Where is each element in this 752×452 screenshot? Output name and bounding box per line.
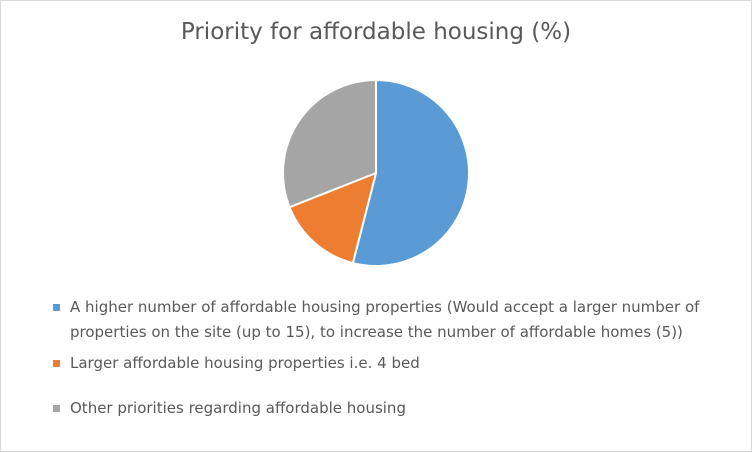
pie-slice-higher-number: [351, 79, 470, 267]
legend-item-higher-number: A higher number of affordable housing pr…: [53, 295, 733, 345]
pie-slice-other-priorities: [282, 79, 377, 209]
legend-label: Other priorities regarding affordable ho…: [70, 399, 406, 417]
legend-swatch-gray: [53, 405, 60, 412]
legend-label: Larger affordable housing properties i.e…: [70, 354, 420, 372]
legend-item-larger-properties: Larger affordable housing properties i.e…: [53, 351, 733, 376]
pie-chart: [282, 79, 470, 267]
pie-slice-larger-properties: [288, 172, 377, 265]
legend-swatch-blue: [53, 304, 60, 311]
legend-swatch-orange: [53, 360, 60, 367]
legend-label: A higher number of affordable housing pr…: [70, 298, 700, 341]
legend-item-other-priorities: Other priorities regarding affordable ho…: [53, 396, 733, 421]
chart-title: Priority for affordable housing (%): [180, 19, 572, 45]
chart-legend: A higher number of affordable housing pr…: [53, 295, 733, 421]
